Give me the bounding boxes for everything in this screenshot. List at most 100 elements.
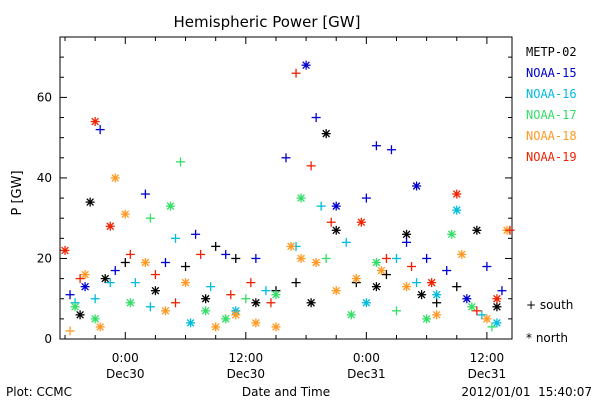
y-tick-label: 60 [37, 90, 52, 104]
y-tick-label: 20 [37, 251, 52, 265]
north-data-point [492, 318, 502, 328]
south-data-point [221, 249, 231, 259]
north-data-point [331, 225, 341, 235]
south-data-point [316, 201, 326, 211]
north-data-point [432, 310, 442, 320]
north-data-point [90, 117, 100, 127]
south-data-point [65, 326, 75, 336]
north-data-point [140, 257, 150, 267]
legend-entry: NOAA-19 [526, 150, 577, 164]
south-data-point [206, 282, 216, 292]
south-data-point [422, 253, 432, 263]
data-markers [60, 60, 515, 336]
north-data-point [402, 282, 412, 292]
north-data-point [351, 274, 361, 284]
north-data-point [492, 302, 502, 312]
north-data-point [70, 302, 80, 312]
south-data-point [266, 298, 276, 308]
south-data-point [241, 294, 251, 304]
x-tick-date-label: Dec30 [227, 367, 266, 381]
north-data-point [417, 290, 427, 300]
south-data-point [291, 278, 301, 288]
south-data-point [402, 237, 412, 247]
north-data-point [251, 298, 261, 308]
north-data-point [271, 322, 281, 332]
legend-entry: NOAA-18 [526, 129, 577, 143]
south-data-point [477, 310, 487, 320]
north-data-point [60, 245, 70, 255]
south-data-point [452, 282, 462, 292]
legend-entry: NOAA-16 [526, 87, 577, 101]
legend-entry: NOAA-15 [526, 66, 577, 80]
north-data-point [361, 298, 371, 308]
y-axis-label: P [GW] [10, 170, 25, 215]
south-data-point [130, 278, 140, 288]
north-data-point [80, 270, 90, 280]
north-data-point [186, 318, 196, 328]
north-data-point [75, 310, 85, 320]
north-data-point [231, 310, 241, 320]
south-data-point [171, 233, 181, 243]
x-tick-time-label: 12:00 [470, 351, 505, 365]
south-data-point [181, 262, 191, 272]
south-data-point [391, 306, 401, 316]
south-data-point [505, 225, 515, 235]
south-data-point [391, 253, 401, 263]
south-data-point [321, 253, 331, 263]
north-data-point [125, 298, 135, 308]
north-data-point [432, 290, 442, 300]
north-data-point [311, 257, 321, 267]
plot-timestamp: 2012/01/01 15:40:07 [461, 385, 592, 399]
south-data-point [341, 237, 351, 247]
north-data-point [271, 290, 281, 300]
north-data-point [90, 314, 100, 324]
north-data-point [286, 241, 296, 251]
north-data-point [211, 322, 221, 332]
south-data-point [150, 270, 160, 280]
north-data-point [105, 221, 115, 231]
north-data-point [296, 253, 306, 263]
chart-title: Hemispheric Power [GW] [174, 13, 361, 31]
north-data-point [452, 205, 462, 215]
south-data-point [251, 253, 261, 263]
south-data-point [125, 249, 135, 259]
x-tick-date-label: Dec30 [106, 367, 145, 381]
south-data-point [145, 302, 155, 312]
x-axis-label: Date and Time [242, 385, 330, 399]
south-data-point [90, 294, 100, 304]
north-data-point [221, 314, 231, 324]
plot-frame [59, 36, 513, 340]
marker-legend-north: * north [526, 331, 568, 345]
south-data-point [191, 229, 201, 239]
north-data-point [296, 193, 306, 203]
south-data-point [281, 153, 291, 163]
x-tick-time-label: 12:00 [229, 351, 264, 365]
north-data-point [422, 314, 432, 324]
south-data-point [196, 249, 206, 259]
x-tick-date-label: Dec31 [347, 367, 386, 381]
north-data-point [331, 201, 341, 211]
north-data-point [181, 278, 191, 288]
legend-entry: METP-02 [526, 45, 577, 59]
south-data-point [110, 266, 120, 276]
north-data-point [482, 314, 492, 324]
north-data-point [201, 294, 211, 304]
south-data-point [140, 189, 150, 199]
north-data-point [462, 294, 472, 304]
north-data-point [120, 209, 130, 219]
south-data-point [432, 298, 442, 308]
north-data-point [331, 286, 341, 296]
south-data-point [105, 278, 115, 288]
north-data-point [371, 282, 381, 292]
north-data-point [301, 60, 311, 70]
legend: METP-02 NOAA-15 NOAA-16 NOAA-17 NOAA-18 NOAA-… [526, 45, 577, 164]
south-data-point [306, 161, 316, 171]
south-data-point [311, 113, 321, 123]
south-data-point [261, 286, 271, 296]
south-data-point [291, 68, 301, 78]
north-data-point [412, 181, 422, 191]
north-data-point [472, 225, 482, 235]
x-tick-date-label: Dec31 [468, 367, 507, 381]
